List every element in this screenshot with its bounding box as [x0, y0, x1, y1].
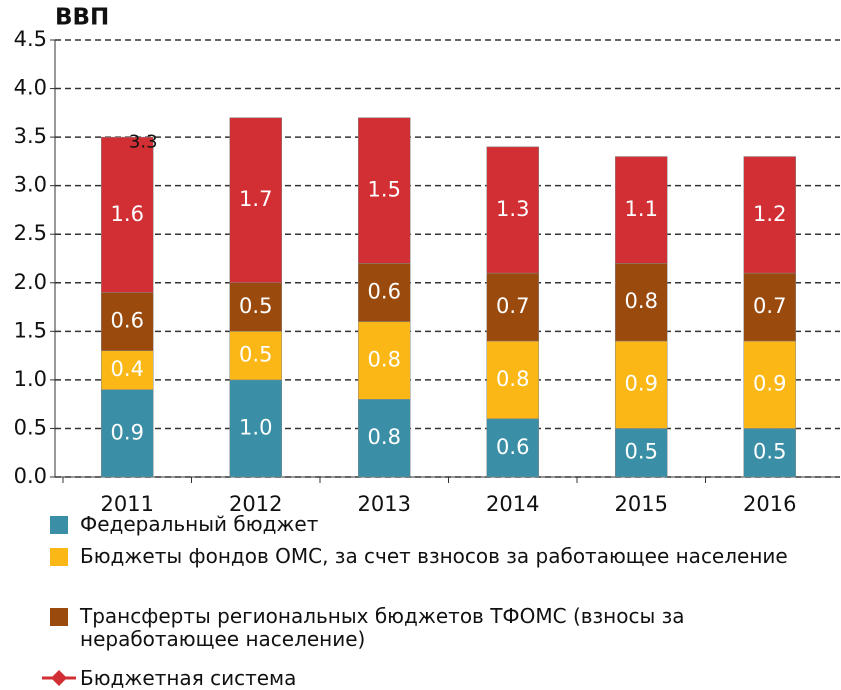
bar-segment — [615, 340, 668, 429]
bar-segment — [229, 379, 282, 478]
y-tick-label: 1.5 — [14, 318, 47, 342]
data-label: 0.5 — [625, 440, 658, 464]
legend-label: Бюджетная система — [80, 666, 297, 690]
bar-segment — [743, 340, 796, 429]
legend-swatch — [50, 548, 68, 566]
bar-segment — [101, 292, 154, 352]
y-tick-label: 0.5 — [14, 415, 47, 439]
bar-segment — [229, 117, 282, 284]
bar-segment — [615, 428, 668, 478]
bar-segment — [358, 399, 411, 478]
x-tick-label: 2015 — [615, 492, 668, 516]
y-tick-label: 0.0 — [14, 464, 47, 488]
chart-title: ВВП — [55, 5, 109, 31]
y-tick-label: 4.0 — [14, 76, 47, 100]
x-tick-label: 2012 — [229, 492, 282, 516]
data-label: 1.1 — [625, 197, 658, 221]
data-label: 0.7 — [753, 294, 786, 318]
data-label: 1.2 — [753, 202, 786, 226]
data-label: 0.8 — [368, 347, 401, 371]
legend-swatch — [50, 608, 68, 626]
data-label: 0.5 — [239, 294, 272, 318]
data-label: 0.9 — [753, 372, 786, 396]
line-marker — [120, 149, 135, 164]
x-tick-label: 2014 — [486, 492, 539, 516]
data-label: 0.9 — [625, 372, 658, 396]
data-label: 1.0 — [239, 415, 272, 439]
bar-segment — [358, 117, 411, 264]
data-label: 0.6 — [111, 309, 144, 333]
data-label: 0.8 — [368, 425, 401, 449]
bar-segment — [358, 321, 411, 400]
bar-segment — [358, 263, 411, 322]
bar-segment — [101, 389, 154, 478]
data-label: 0.7 — [496, 294, 529, 318]
bar-segment — [486, 418, 539, 478]
bar-segment — [486, 272, 539, 342]
x-tick-label: 2011 — [101, 492, 154, 516]
bar-segment — [743, 156, 796, 274]
bar-segment — [229, 331, 282, 381]
legend-swatch — [50, 516, 68, 534]
data-label: 0.4 — [111, 357, 144, 381]
data-label: 1.5 — [368, 178, 401, 202]
bar-segment — [101, 350, 154, 390]
data-label: 0.5 — [239, 343, 272, 367]
data-label: 1.6 — [111, 202, 144, 226]
bar-segment — [229, 282, 282, 332]
data-label: 0.8 — [496, 367, 529, 391]
data-label: 0.6 — [496, 435, 529, 459]
x-tick-label: 2013 — [358, 492, 411, 516]
y-tick-label: 2.0 — [14, 270, 47, 294]
data-label: 3.3 — [129, 132, 158, 153]
data-label: 0.6 — [368, 279, 401, 303]
x-tick-label: 2016 — [743, 492, 796, 516]
y-tick-label: 1.0 — [14, 367, 47, 391]
bar-segment — [743, 428, 796, 478]
bar-segment — [486, 146, 539, 274]
data-label: 0.5 — [753, 440, 786, 464]
bar-segment — [615, 156, 668, 264]
legend-label: Трансферты региональных бюджетов ТФОМС (… — [80, 604, 685, 651]
y-tick-label: 4.5 — [14, 27, 47, 51]
y-tick-label: 2.5 — [14, 221, 47, 245]
data-label: 0.9 — [111, 420, 144, 444]
legend-label: Федеральный бюджет — [80, 512, 319, 536]
legend-marker — [51, 670, 67, 686]
data-label: 1.7 — [239, 187, 272, 211]
data-label: 0.8 — [625, 289, 658, 313]
data-label: 1.3 — [496, 197, 529, 221]
bar-segment — [486, 340, 539, 419]
legend-label: Бюджеты фондов ОМС, за счет взносов за р… — [80, 544, 788, 568]
y-tick-label: 3.0 — [14, 173, 47, 197]
y-tick-label: 3.5 — [14, 124, 47, 148]
